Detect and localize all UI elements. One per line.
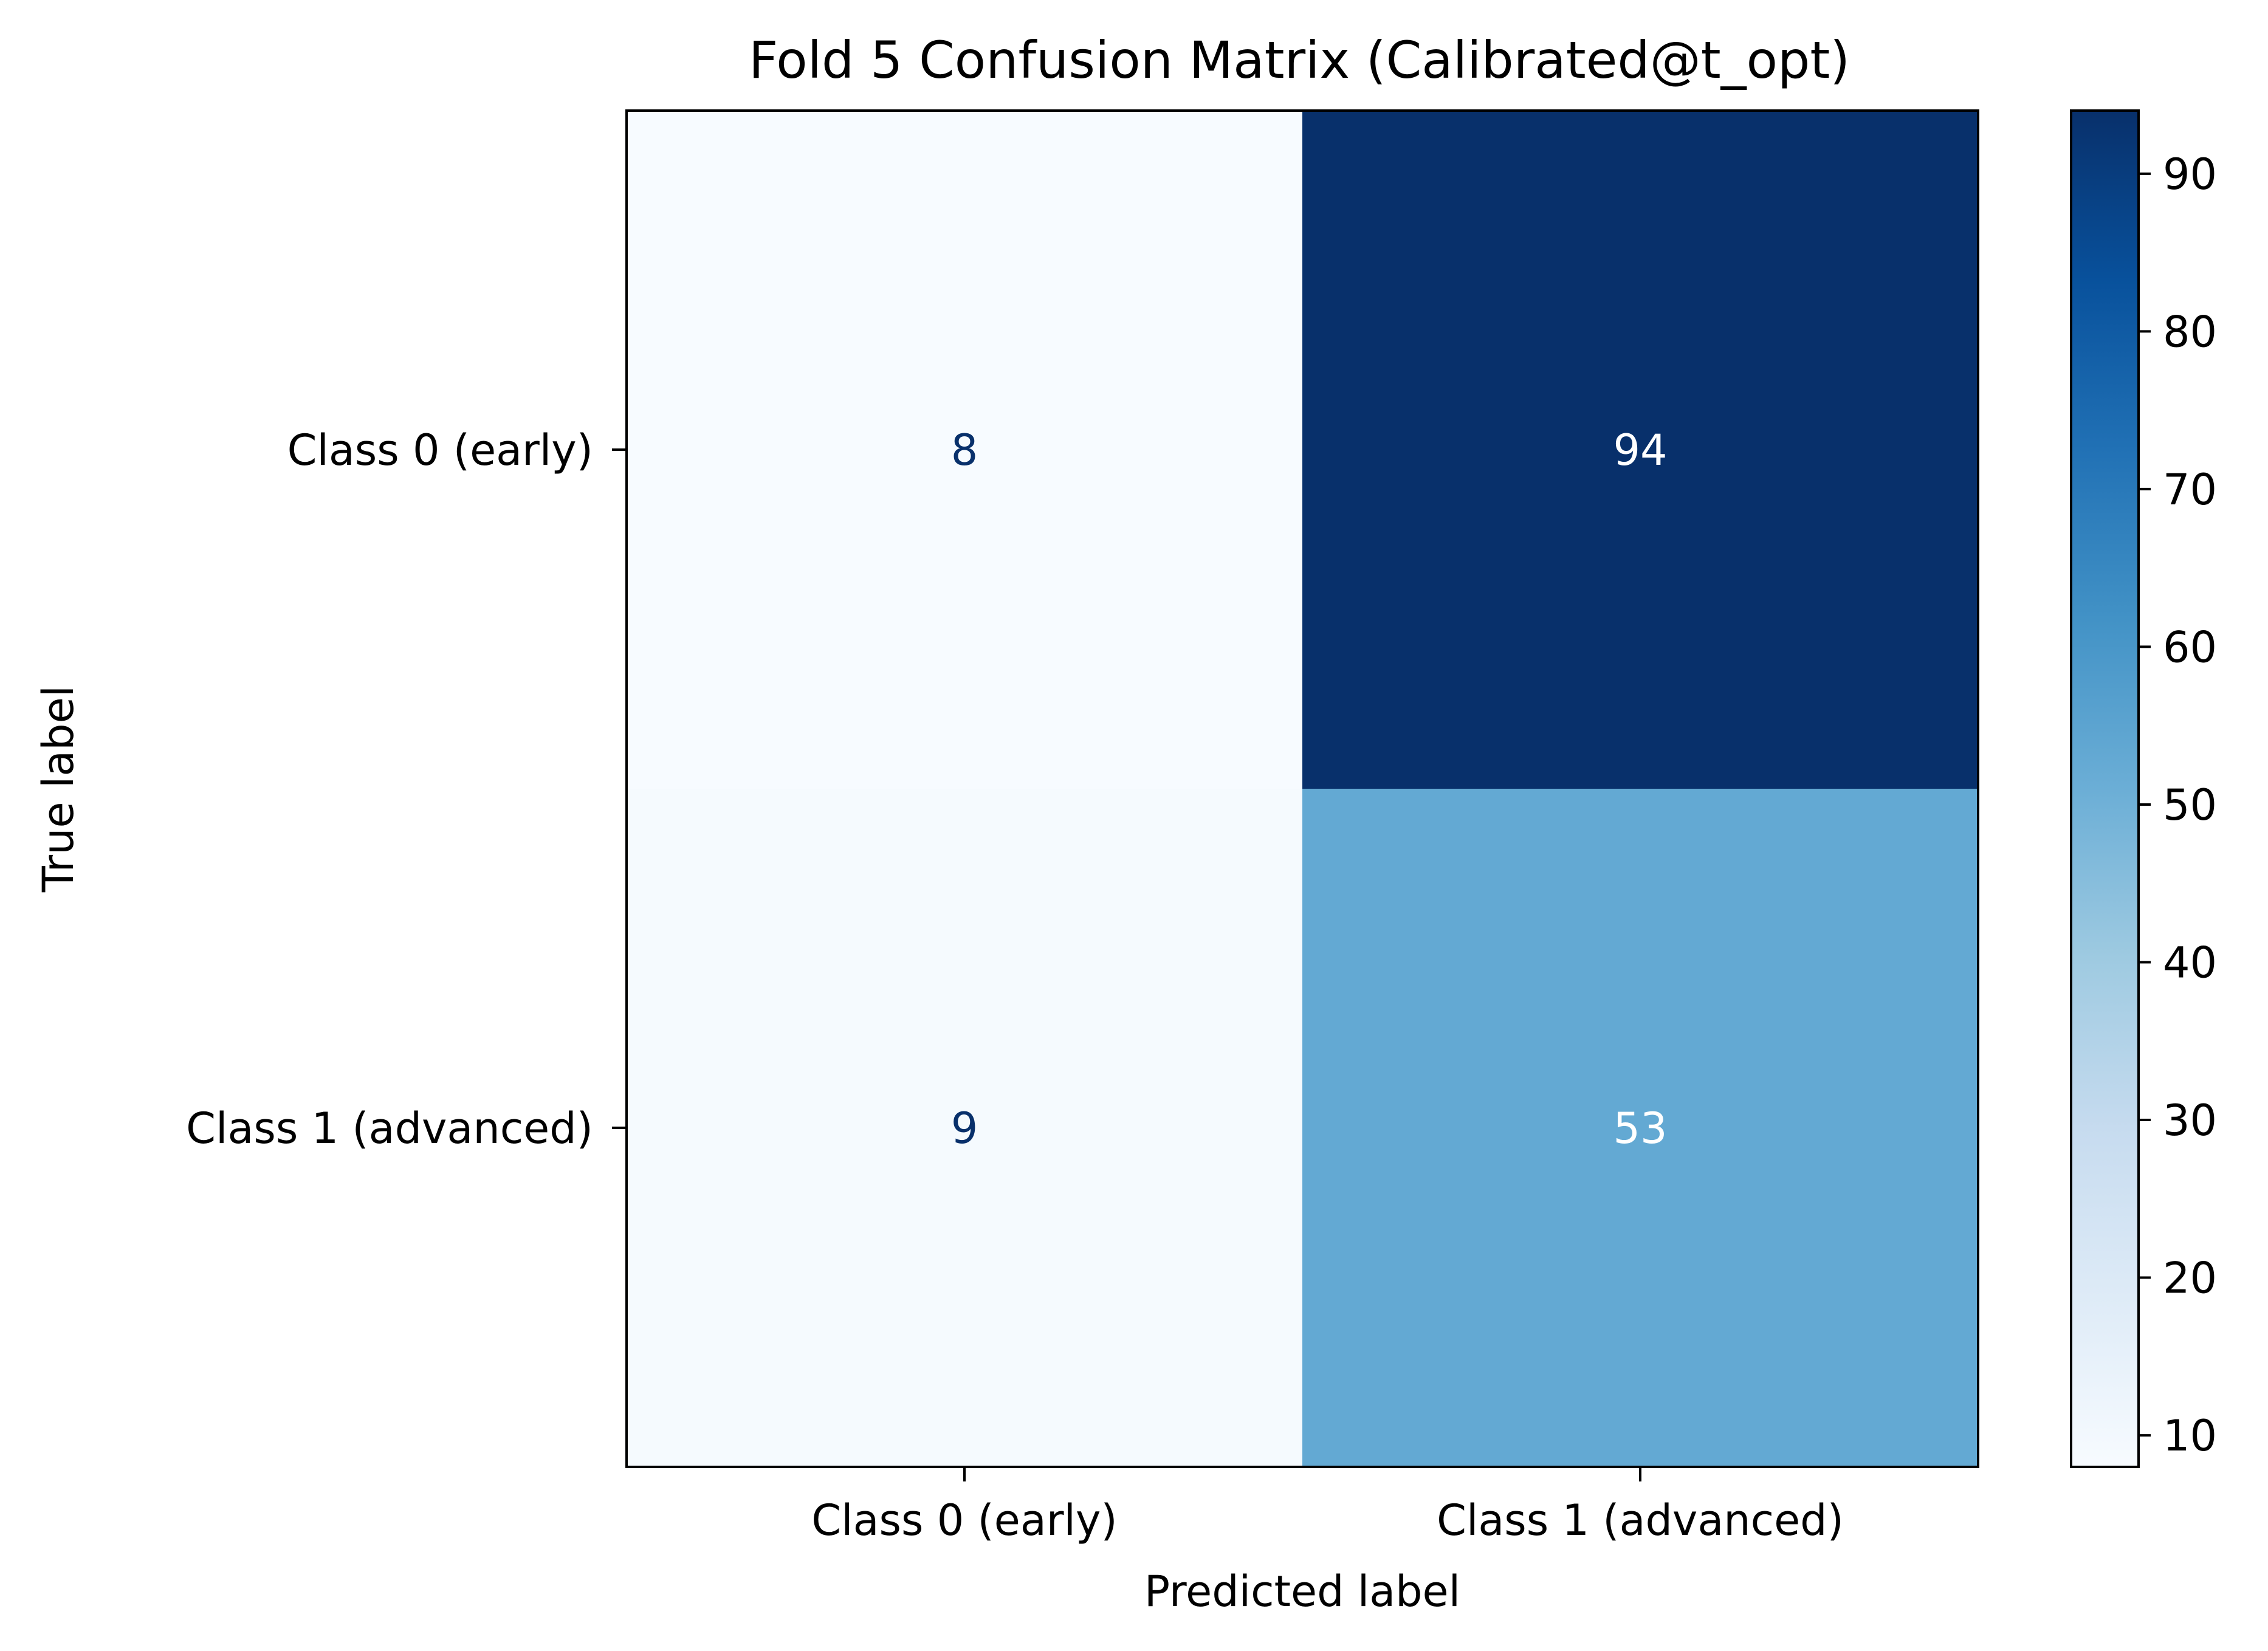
x-tick-label: Class 1 (advanced) bbox=[1437, 1495, 1844, 1545]
colorbar-tick-label: 10 bbox=[2163, 1411, 2217, 1461]
colorbar-ticks: 10 20 30 40 50 60 70 80 90 bbox=[2139, 149, 2217, 1461]
colorbar-tick-label: 20 bbox=[2163, 1254, 2217, 1303]
heatmap-cells bbox=[627, 111, 1979, 1467]
chart-title: Fold 5 Confusion Matrix (Calibrated@t_op… bbox=[749, 30, 1850, 90]
heatmap-cell bbox=[627, 111, 1303, 789]
colorbar-tick-label: 60 bbox=[2163, 622, 2217, 672]
heatmap-cell-labels: 8 94 9 53 bbox=[951, 425, 1668, 1153]
colorbar-tick-label: 40 bbox=[2163, 938, 2217, 987]
y-axis-ticks: Class 0 (early) Class 1 (advanced) bbox=[186, 425, 627, 1153]
colorbar bbox=[2071, 111, 2139, 1467]
colorbar-tick-label: 30 bbox=[2163, 1096, 2217, 1145]
y-tick-label: Class 1 (advanced) bbox=[186, 1104, 593, 1153]
cell-value-label: 8 bbox=[951, 425, 978, 475]
heatmap-cell bbox=[1302, 789, 1979, 1467]
heatmap-cell bbox=[627, 789, 1303, 1467]
heatmap-cell bbox=[1302, 111, 1979, 789]
plot-frame bbox=[625, 109, 1979, 1468]
colorbar-tick-label: 70 bbox=[2163, 465, 2217, 515]
colorbar-frame bbox=[2070, 109, 2140, 1468]
x-axis-label: Predicted label bbox=[1144, 1567, 1460, 1616]
x-tick-label: Class 0 (early) bbox=[811, 1495, 1117, 1545]
colorbar-tick-label: 80 bbox=[2163, 307, 2217, 357]
cell-value-label: 9 bbox=[951, 1104, 978, 1153]
y-tick-label: Class 0 (early) bbox=[287, 425, 593, 475]
colorbar-tick-label: 90 bbox=[2163, 149, 2217, 199]
cell-value-label: 53 bbox=[1613, 1104, 1667, 1153]
colorbar-tick-label: 50 bbox=[2163, 780, 2217, 830]
y-axis-label: True label bbox=[33, 685, 83, 893]
cell-value-label: 94 bbox=[1613, 425, 1667, 475]
x-axis-ticks: Class 0 (early) Class 1 (advanced) bbox=[811, 1467, 1844, 1545]
